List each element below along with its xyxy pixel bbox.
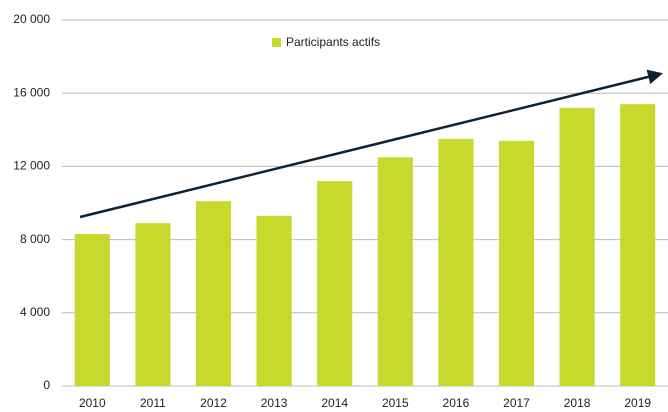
bar [195, 201, 232, 386]
x-tick-label: 2018 [564, 396, 591, 410]
bar [559, 107, 595, 386]
bar [438, 138, 474, 386]
trend-arrow [79, 69, 663, 219]
bar [74, 234, 110, 386]
y-tick-label: 12 000 [13, 159, 50, 173]
x-tick-label: 2011 [140, 396, 166, 410]
bar [317, 181, 353, 386]
x-tick-label: 2019 [624, 396, 651, 410]
x-tick-label: 2012 [200, 396, 227, 410]
y-tick-label: 0 [43, 378, 50, 392]
bar [256, 215, 292, 386]
x-tick-label: 2013 [261, 396, 288, 410]
y-tick-label: 8 000 [20, 232, 50, 246]
x-tick-label: 2016 [443, 396, 470, 410]
x-tick-label: 2015 [382, 396, 409, 410]
legend-swatch [272, 38, 281, 47]
bar [377, 157, 413, 386]
plot-area: 0 4 000 8 000 12 000 16 000 20 000 2010 2011 201… [13, 12, 668, 410]
legend-label: Participants actifs [286, 35, 380, 49]
x-tick-label: 2010 [79, 396, 106, 410]
y-tick-label: 20 000 [13, 12, 50, 26]
bar [620, 104, 656, 387]
y-tick-label: 16 000 [13, 85, 50, 99]
x-tick-label: 2017 [503, 396, 530, 410]
y-tick-label: 4 000 [20, 305, 50, 319]
x-tick-label: 2014 [321, 396, 348, 410]
bar [135, 223, 171, 386]
bar [498, 140, 535, 386]
